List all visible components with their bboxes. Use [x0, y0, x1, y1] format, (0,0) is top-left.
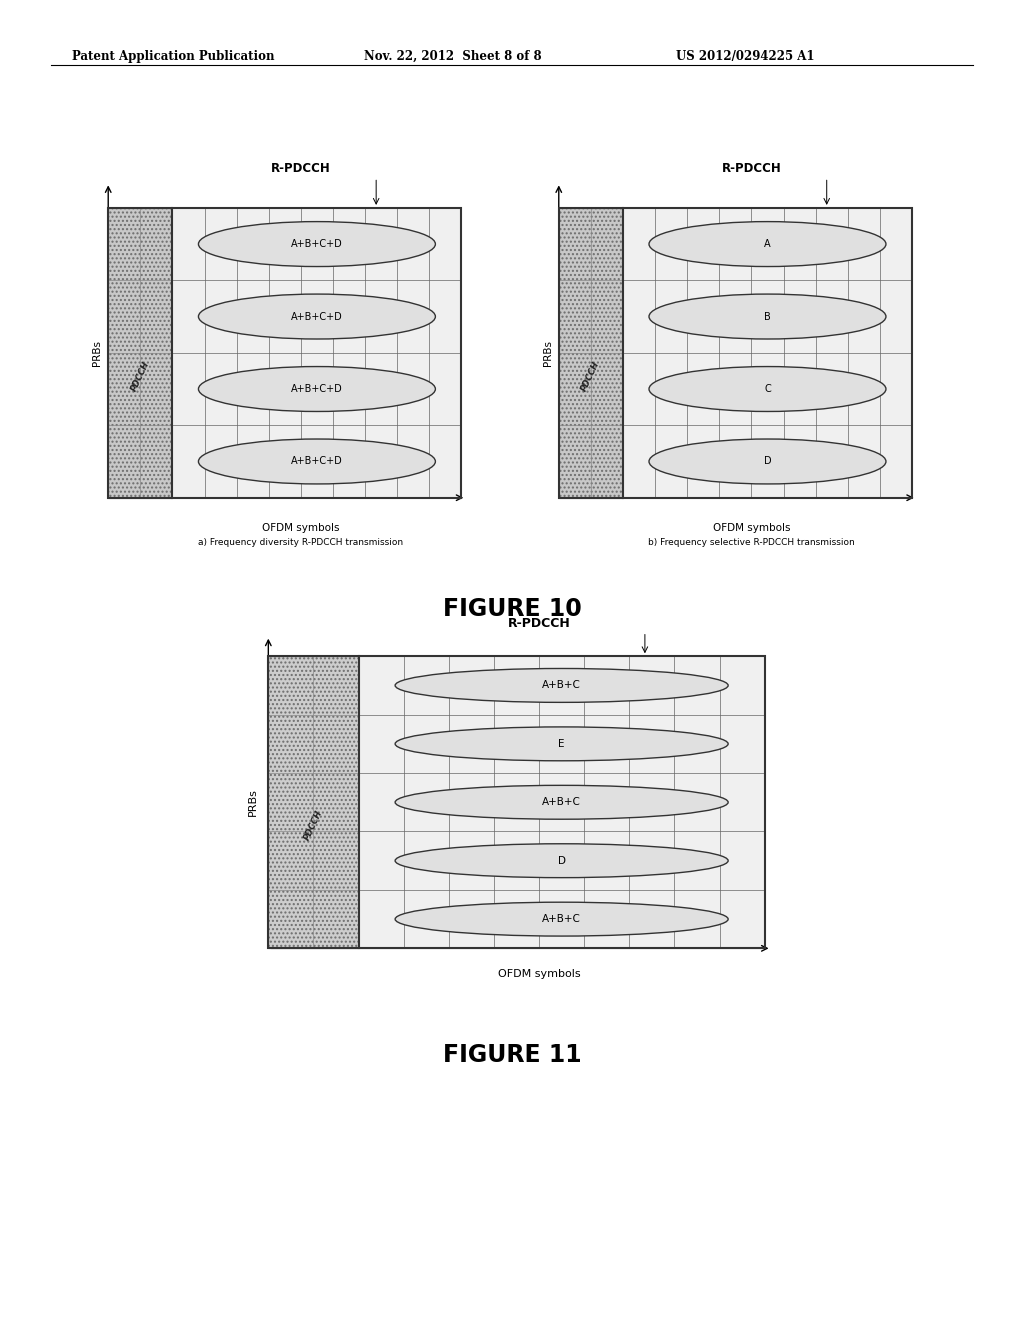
Bar — [140, 425, 172, 498]
Bar — [623, 207, 912, 498]
Ellipse shape — [395, 668, 728, 702]
Bar — [559, 207, 912, 498]
Text: FIGURE 10: FIGURE 10 — [442, 597, 582, 620]
Bar — [109, 280, 140, 352]
Bar — [109, 352, 140, 425]
Ellipse shape — [199, 367, 435, 412]
Text: OFDM symbols: OFDM symbols — [713, 523, 791, 533]
Text: R-PDCCH: R-PDCCH — [722, 162, 781, 176]
Bar — [591, 207, 623, 280]
Text: b) Frequency selective R-PDCCH transmission: b) Frequency selective R-PDCCH transmiss… — [648, 537, 855, 546]
Text: A+B+C+D: A+B+C+D — [291, 457, 343, 466]
Bar — [559, 352, 591, 425]
Bar — [268, 656, 358, 948]
Bar — [109, 425, 140, 498]
Text: PDCCH: PDCCH — [580, 359, 602, 392]
Text: D: D — [764, 457, 771, 466]
Bar — [358, 656, 765, 948]
Bar — [109, 207, 462, 498]
Text: E: E — [558, 739, 565, 748]
Bar — [559, 280, 591, 352]
Ellipse shape — [395, 727, 728, 760]
Ellipse shape — [649, 222, 886, 267]
Bar — [140, 352, 172, 425]
Text: OFDM symbols: OFDM symbols — [262, 523, 340, 533]
Ellipse shape — [649, 367, 886, 412]
Text: B: B — [764, 312, 771, 322]
Text: OFDM symbols: OFDM symbols — [498, 969, 581, 979]
Text: A+B+C+D: A+B+C+D — [291, 384, 343, 393]
Bar — [109, 207, 172, 498]
Text: A+B+C: A+B+C — [542, 915, 581, 924]
Text: PDCCH: PDCCH — [302, 809, 325, 842]
Bar — [559, 207, 591, 280]
Text: PDCCH: PDCCH — [129, 359, 152, 392]
Text: R-PDCCH: R-PDCCH — [271, 162, 331, 176]
Text: A+B+C: A+B+C — [542, 680, 581, 690]
Text: US 2012/0294225 A1: US 2012/0294225 A1 — [676, 50, 814, 63]
Bar — [140, 207, 172, 280]
Text: C: C — [764, 384, 771, 393]
Bar — [559, 207, 623, 498]
Bar — [559, 425, 591, 498]
Text: R-PDCCH: R-PDCCH — [508, 616, 570, 630]
Bar — [591, 425, 623, 498]
Text: FIGURE 11: FIGURE 11 — [442, 1043, 582, 1067]
Text: Nov. 22, 2012  Sheet 8 of 8: Nov. 22, 2012 Sheet 8 of 8 — [364, 50, 541, 63]
Ellipse shape — [649, 440, 886, 484]
Ellipse shape — [395, 843, 728, 878]
Text: PRBs: PRBs — [92, 339, 102, 366]
Text: A+B+C+D: A+B+C+D — [291, 239, 343, 249]
Bar — [140, 280, 172, 352]
Ellipse shape — [199, 440, 435, 484]
Ellipse shape — [199, 222, 435, 267]
Bar — [172, 207, 462, 498]
Bar — [591, 280, 623, 352]
Ellipse shape — [395, 902, 728, 936]
Ellipse shape — [649, 294, 886, 339]
Ellipse shape — [199, 294, 435, 339]
Bar — [268, 656, 765, 948]
Text: PRBs: PRBs — [543, 339, 553, 366]
Text: Patent Application Publication: Patent Application Publication — [72, 50, 274, 63]
Text: A: A — [764, 239, 771, 249]
Text: a) Frequency diversity R-PDCCH transmission: a) Frequency diversity R-PDCCH transmiss… — [199, 537, 403, 546]
Text: PRBs: PRBs — [248, 788, 257, 816]
Text: A+B+C+D: A+B+C+D — [291, 312, 343, 322]
Text: D: D — [558, 855, 565, 866]
Text: A+B+C: A+B+C — [542, 797, 581, 808]
Bar — [591, 352, 623, 425]
Ellipse shape — [395, 785, 728, 820]
Bar — [109, 207, 140, 280]
